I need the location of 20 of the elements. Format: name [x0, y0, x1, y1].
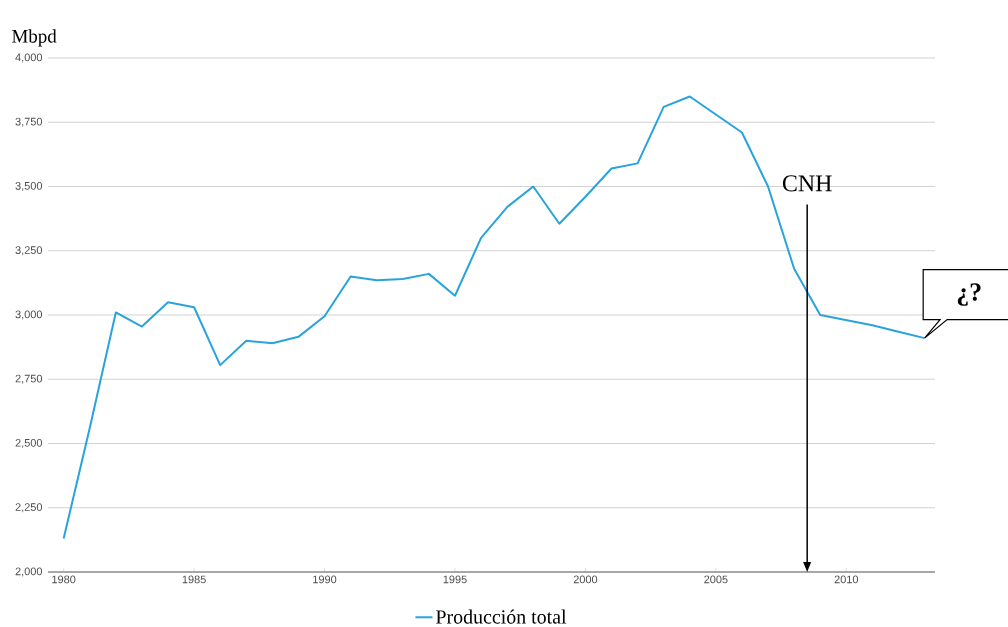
- y-tick-label: 2,250: [15, 503, 43, 513]
- y-tick-label: 3,750: [15, 117, 43, 127]
- y-tick-label: 3,250: [15, 246, 43, 256]
- y-tick-label: 3,500: [15, 181, 43, 192]
- y-tick-label: 2,500: [15, 438, 43, 449]
- x-tick-label: 1980: [52, 575, 76, 584]
- x-tick-label: 2010: [834, 575, 859, 584]
- y-tick-label: 3,000: [15, 310, 43, 320]
- legend-label: Producción total: [436, 609, 567, 624]
- ref-line-label: CNH: [782, 175, 832, 192]
- y-tick-label: 4,000: [15, 53, 43, 63]
- x-tick-label: 1985: [182, 575, 206, 584]
- y-axis-title: Mbpd: [12, 29, 57, 47]
- x-tick-label: 2005: [704, 575, 728, 584]
- x-tick-label: 2000: [573, 575, 598, 584]
- y-tick-label: 2,000: [15, 567, 43, 577]
- x-tick-label: 1995: [443, 575, 467, 584]
- x-tick-label: 1990: [313, 575, 337, 584]
- annotation: ¿?: [957, 283, 981, 306]
- y-tick-label: 2,750: [15, 374, 43, 384]
